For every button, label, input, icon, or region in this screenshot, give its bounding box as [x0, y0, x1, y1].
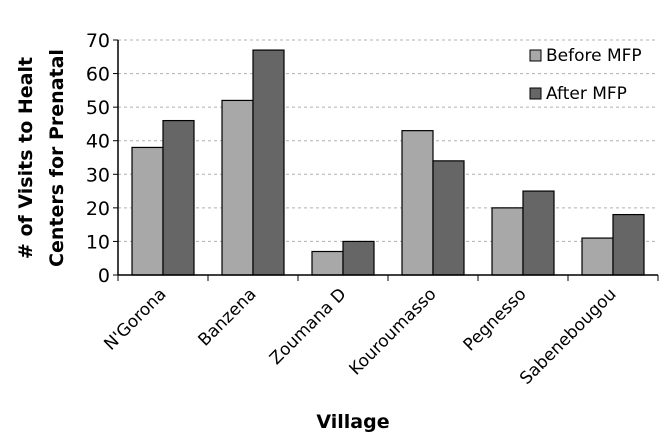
bar-before-mfp	[131, 146, 164, 276]
x-tick-label: Zoumana D	[266, 284, 350, 368]
y-tick-label: 10	[86, 231, 110, 253]
axes	[113, 39, 659, 281]
bar-after-mfp	[162, 119, 195, 276]
bar-before-mfp	[311, 250, 344, 276]
bar-before-mfp	[401, 130, 434, 276]
bar-before-mfp	[221, 99, 254, 276]
x-tick-label: Pegnesso	[460, 284, 531, 355]
y-tick-label: 20	[86, 198, 110, 220]
x-tick-label: Banzena	[194, 284, 260, 350]
x-tick-label: N'Gorona	[100, 284, 170, 354]
y-tick-label: 0	[98, 265, 110, 287]
y-axis-title-line-1: # of Visits to Healt	[15, 57, 37, 259]
x-tick-label: Sabenebougou	[516, 284, 620, 388]
bars	[131, 49, 645, 276]
x-axis-title: Village	[316, 411, 389, 433]
bar-before-mfp	[581, 237, 614, 276]
y-axis-title-line-2: Centers for Prenatal	[46, 49, 68, 267]
y-tick-label: 70	[86, 30, 110, 52]
bar-before-mfp	[491, 207, 524, 276]
x-tick-label: Kouroumasso	[346, 284, 441, 379]
y-tick-label: 50	[86, 97, 110, 119]
legend-label-after: After MFP	[546, 84, 627, 104]
legend-swatch-after	[529, 87, 542, 100]
y-tick-label: 60	[86, 64, 110, 86]
bar-after-mfp	[612, 213, 645, 276]
y-tick-label: 30	[86, 164, 110, 186]
gridlines	[118, 39, 658, 242]
bar-after-mfp	[342, 240, 375, 276]
legend: Before MFP After MFP	[529, 46, 642, 104]
bar-after-mfp	[432, 160, 465, 276]
y-tick-label: 40	[86, 131, 110, 153]
legend-swatch-before	[529, 49, 542, 62]
bar-after-mfp	[522, 190, 555, 276]
bar-after-mfp	[252, 49, 285, 276]
legend-label-before: Before MFP	[546, 46, 642, 66]
y-tick-labels: 0 10 20 30 40 50 60 70	[86, 30, 110, 287]
